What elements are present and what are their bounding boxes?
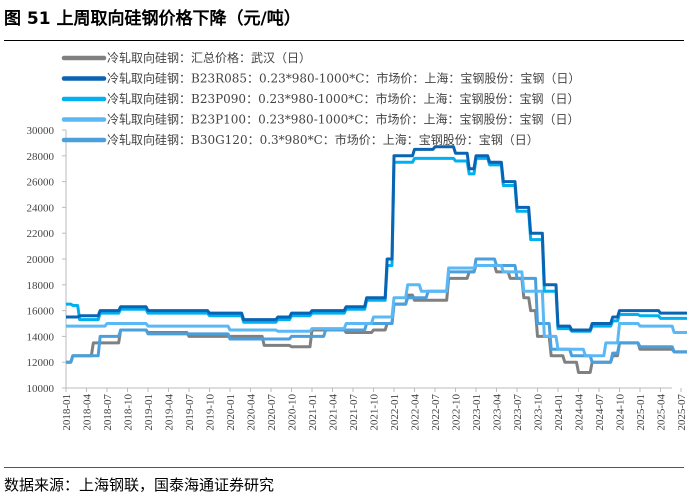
legend-label: 冷轧取向硅钢：B30G120：0.3*980*C：市场价：上海：宝钢股份：宝钢（… — [107, 132, 539, 147]
x-tick-label: 2024-10 — [615, 394, 627, 431]
x-tick-label: 2021-10 — [369, 394, 381, 431]
x-tick-label: 2020-10 — [287, 394, 299, 431]
x-tick-label: 2025-01 — [635, 394, 647, 431]
x-tick-label: 2019-01 — [143, 394, 155, 431]
x-tick-label: 2019-07 — [184, 394, 196, 431]
y-tick-label: 18000 — [27, 280, 55, 292]
legend-label: 冷轧取向硅钢：B23P090：0.23*980-1000*C：市场价：上海：宝钢… — [107, 91, 579, 106]
y-tick-label: 10000 — [27, 383, 55, 395]
x-tick-label: 2025-07 — [676, 394, 687, 431]
x-tick-label: 2022-07 — [430, 394, 442, 431]
x-tick-label: 2023-10 — [533, 394, 545, 431]
figure-title: 图 51 上周取向硅钢价格下降（元/吨） — [4, 9, 301, 29]
y-tick-label: 14000 — [27, 331, 55, 343]
y-tick-label: 22000 — [27, 228, 55, 240]
series-line-2 — [66, 156, 687, 333]
x-tick-label: 2022-04 — [410, 394, 422, 431]
y-tick-label: 28000 — [27, 151, 55, 163]
y-tick-label: 24000 — [27, 202, 55, 214]
x-tick-label: 2022-01 — [389, 394, 401, 431]
x-tick-label: 2020-04 — [246, 394, 258, 431]
x-tick-label: 2023-01 — [471, 394, 483, 431]
source-divider — [4, 467, 684, 468]
x-tick-label: 2023-07 — [512, 394, 524, 431]
y-tick-label: 16000 — [27, 306, 55, 318]
x-tick-label: 2024-04 — [574, 394, 586, 431]
series-line-0 — [66, 263, 687, 375]
x-tick-label: 2020-01 — [225, 394, 237, 431]
x-tick-label: 2021-07 — [348, 394, 360, 431]
x-tick-label: 2023-04 — [492, 394, 504, 431]
x-tick-label: 2021-01 — [307, 394, 319, 431]
x-tick-label: 2021-04 — [328, 394, 340, 431]
x-tick-label: 2018-10 — [123, 394, 135, 431]
y-tick-label: 12000 — [27, 357, 55, 369]
x-tick-label: 2022-10 — [451, 394, 463, 431]
x-tick-label: 2025-04 — [656, 394, 668, 431]
y-tick-label: 20000 — [27, 254, 55, 266]
series-line-3 — [66, 263, 687, 358]
x-tick-label: 2018-04 — [82, 394, 94, 431]
x-tick-label: 2018-07 — [102, 394, 114, 431]
y-tick-label: 30000 — [27, 125, 55, 137]
title-divider — [4, 40, 684, 41]
x-tick-label: 2024-07 — [594, 394, 606, 431]
series-line-1 — [66, 145, 687, 332]
y-tick-label: 26000 — [27, 177, 55, 189]
x-tick-label: 2024-01 — [553, 394, 565, 431]
x-tick-label: 2019-10 — [205, 394, 217, 431]
legend-label: 冷轧取向硅钢：汇总价格：武汉（日） — [107, 50, 311, 65]
x-tick-label: 2020-07 — [266, 394, 278, 431]
source-note: 数据来源：上海钢联，国泰海通证券研究 — [4, 476, 275, 494]
x-tick-label: 2018-01 — [61, 394, 73, 431]
legend-label: 冷轧取向硅钢：B23R085：0.23*980-1000*C：市场价：上海：宝钢… — [107, 71, 580, 86]
legend-label: 冷轧取向硅钢：B23P100：0.23*980-1000*C：市场价：上海：宝钢… — [107, 112, 579, 127]
x-tick-label: 2019-04 — [164, 394, 176, 431]
